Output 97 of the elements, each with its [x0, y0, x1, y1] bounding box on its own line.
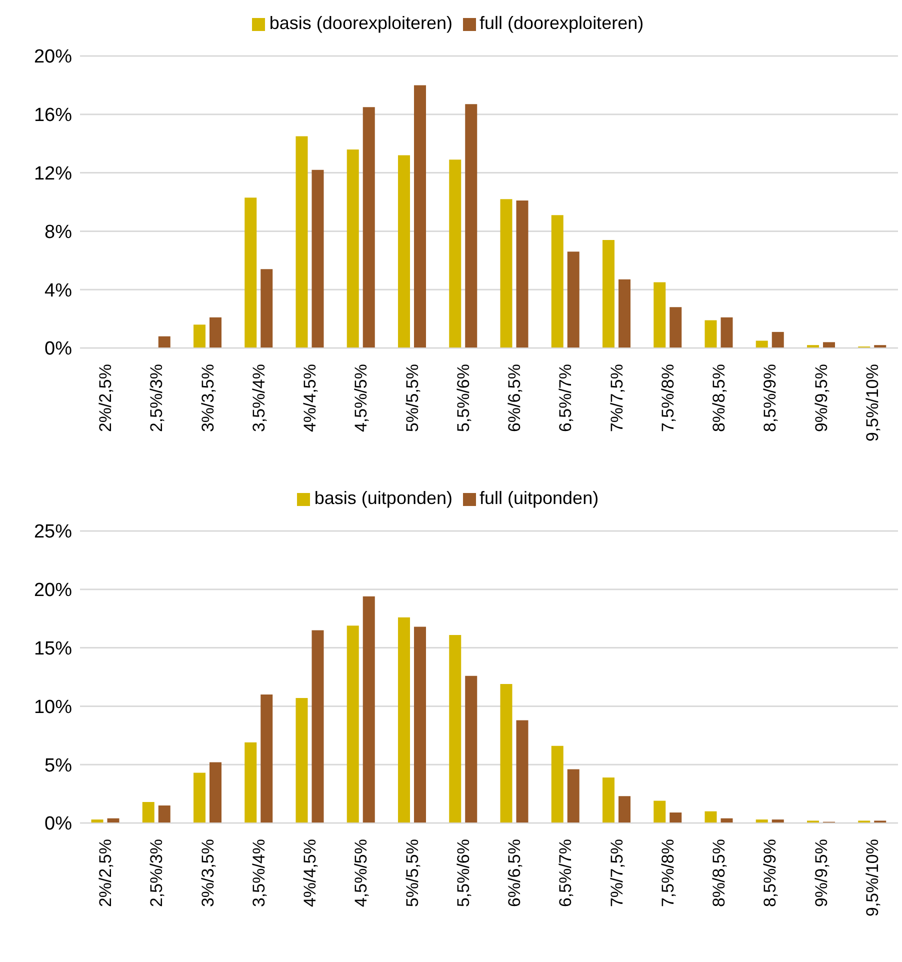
bar [704, 320, 717, 348]
bar [567, 252, 580, 348]
y-tick-label: 8% [44, 222, 72, 243]
x-tick-label: 6,5%/7% [556, 839, 576, 908]
y-tick-label: 12% [34, 164, 72, 185]
bar [260, 694, 273, 823]
y-tick-label: 5% [44, 755, 72, 776]
x-tick-label: 8,5%/9% [760, 839, 780, 908]
bar [362, 107, 375, 348]
bar [362, 596, 375, 823]
x-tick-label: 8%/8,5% [710, 364, 729, 432]
x-tick-label: 3%/3,5% [198, 839, 218, 908]
bar [516, 200, 528, 348]
bar [312, 630, 324, 823]
bar [756, 340, 768, 348]
x-tick-label: 2,5%/3% [147, 364, 166, 432]
x-tick-label: 7%/7,5% [607, 364, 626, 432]
y-tick-label: 20% [34, 46, 72, 68]
bar [449, 160, 462, 348]
legend-label: basis (uitponden) [314, 488, 452, 508]
bar [670, 812, 682, 823]
bar [551, 215, 564, 348]
bar [244, 198, 257, 348]
x-tick-label: 4,5%/5% [352, 364, 371, 432]
x-tick-label: 4,5%/5% [352, 839, 371, 908]
x-tick-label: 6%/6,5% [505, 839, 524, 908]
bar [823, 342, 835, 348]
bar [500, 684, 512, 823]
bar [414, 626, 426, 823]
x-tick-label: 5%/5,5% [402, 839, 422, 908]
x-tick-label: 8,5%/9% [760, 364, 780, 432]
bar [244, 742, 257, 823]
bar [210, 762, 222, 823]
x-tick-label: 2,5%/3% [147, 839, 166, 908]
bar [551, 746, 564, 823]
bar [465, 104, 478, 348]
x-tick-label: 7,5%/8% [658, 364, 678, 432]
bar [670, 307, 682, 348]
x-tick-label: 3%/3,5% [198, 364, 218, 432]
x-tick-label: 9%/9,5% [812, 839, 831, 908]
x-tick-label: 8%/8,5% [710, 839, 729, 908]
x-tick-label: 2%/2,5% [96, 364, 116, 432]
bar [618, 279, 630, 348]
bar [602, 240, 614, 348]
bar [500, 199, 512, 348]
bar [296, 136, 308, 348]
bar [346, 149, 359, 348]
bar [704, 811, 717, 823]
x-tick-label: 9%/9,5% [812, 364, 831, 432]
y-tick-label: 15% [34, 638, 72, 660]
bar [346, 626, 359, 823]
bar [618, 796, 630, 823]
y-tick-label: 25% [34, 522, 72, 543]
bar [772, 332, 784, 348]
x-tick-label: 9,5%/10% [862, 364, 882, 442]
y-tick-label: 0% [44, 814, 72, 835]
bar [414, 85, 426, 348]
bar [260, 269, 273, 348]
y-tick-label: 10% [34, 696, 72, 718]
bar [194, 772, 206, 823]
legend-label: full (uitponden) [480, 488, 599, 508]
bar [312, 170, 324, 348]
x-tick-label: 7,5%/8% [658, 839, 678, 908]
y-tick-label: 4% [44, 280, 72, 302]
x-tick-label: 2%/2,5% [96, 839, 116, 908]
bar [398, 617, 410, 823]
bar [654, 800, 666, 823]
bar [296, 698, 308, 823]
x-tick-label: 7%/7,5% [607, 839, 626, 908]
x-tick-label: 5,5%/6% [454, 364, 473, 432]
y-tick-label: 16% [34, 105, 72, 126]
bar [449, 634, 462, 823]
bar [465, 676, 478, 823]
bar [720, 317, 733, 348]
x-tick-label: 4%/4,5% [300, 364, 320, 432]
x-tick-label: 6%/6,5% [505, 364, 524, 432]
x-tick-label: 5,5%/6% [454, 839, 473, 908]
legend-label: full (doorexploiteren) [480, 13, 644, 33]
bar [654, 282, 666, 348]
x-tick-label: 3,5%/4% [249, 364, 268, 432]
legend-label: basis (doorexploiteren) [269, 13, 452, 33]
y-tick-label: 20% [34, 580, 72, 602]
bar [516, 720, 528, 823]
x-tick-label: 4%/4,5% [300, 839, 320, 908]
bar [158, 805, 170, 823]
x-tick-label: 5%/5,5% [402, 364, 422, 432]
x-tick-label: 6,5%/7% [556, 364, 576, 432]
x-tick-label: 9,5%/10% [862, 839, 882, 916]
bar [194, 324, 206, 348]
bar [210, 317, 222, 348]
bar [398, 155, 410, 348]
y-tick-label: 0% [44, 338, 72, 360]
bar [567, 769, 580, 823]
x-tick-label: 3,5%/4% [249, 839, 268, 908]
bar [158, 336, 170, 348]
bar [602, 777, 614, 823]
bar [142, 802, 154, 823]
